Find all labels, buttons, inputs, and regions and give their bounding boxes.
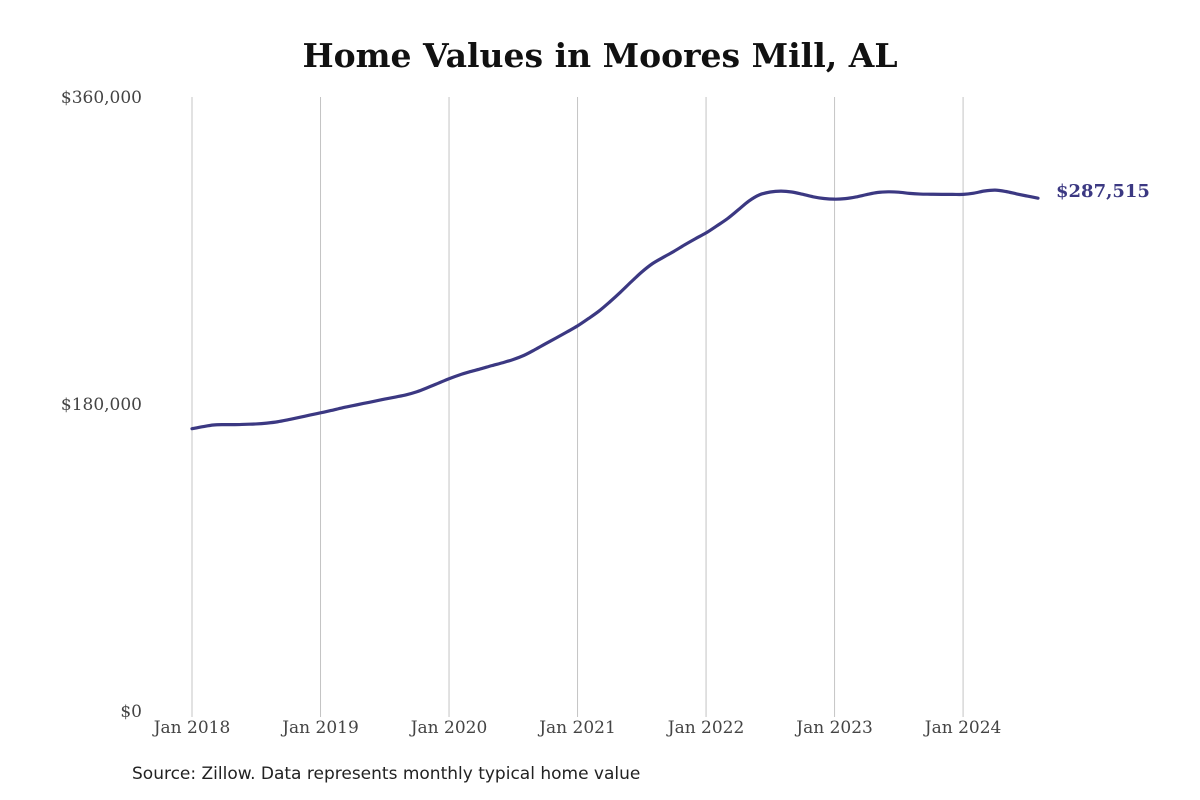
source-note: Source: Zillow. Data represents monthly … [132,764,641,784]
end-value-label: $287,515 [1056,181,1150,202]
y-tick-label: $180,000 [61,395,142,415]
x-tick-label: Jan 2023 [794,718,873,738]
x-tick-label: Jan 2019 [280,718,359,738]
grid-lines [191,97,964,717]
chart-title: Home Values in Moores Mill, AL [302,36,898,75]
x-tick-label: Jan 2024 [923,718,1002,738]
series-group [190,188,1040,431]
x-tick-label: Jan 2020 [409,718,488,738]
x-tick-label: Jan 2018 [152,718,231,738]
y-tick-label: $360,000 [61,88,142,108]
y-tick-label: $0 [120,702,142,722]
x-axis-ticks: Jan 2018 Jan 2019 Jan 2020 Jan 2021 Jan 2022… [152,718,1002,738]
x-tick-label: Jan 2022 [666,718,745,738]
x-tick-label: Jan 2021 [537,718,616,738]
y-axis-ticks: $0 $180,000 $360,000 [61,88,142,722]
end-label-group: $287,515 [1056,181,1150,202]
series-line [190,188,1040,431]
